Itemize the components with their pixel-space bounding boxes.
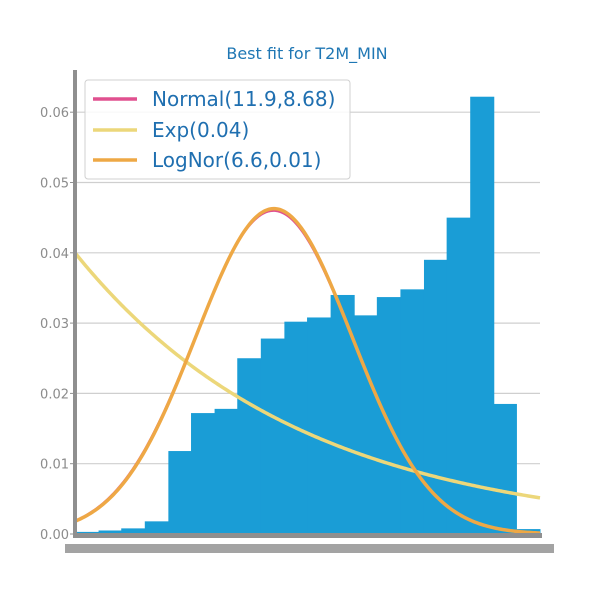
chart-title: Best fit for T2M_MIN xyxy=(226,44,387,64)
y-tick-label: 0.01 xyxy=(40,458,69,473)
legend-label-normal: Normal(11.9,8.68) xyxy=(152,87,335,111)
legend-label-exp: Exp(0.04) xyxy=(152,118,249,142)
y-tick-label: 0.03 xyxy=(40,317,69,332)
histogram-bar xyxy=(75,531,100,534)
y-tick-label: 0.06 xyxy=(40,106,69,121)
histogram-bar xyxy=(98,530,122,534)
legend-label-lognormal: LogNor(6.6,0.01) xyxy=(152,148,321,172)
legend-box xyxy=(84,79,351,180)
x-axis-tick-labels xyxy=(65,544,554,553)
fit-curves xyxy=(73,206,541,535)
histogram-bar xyxy=(214,408,238,534)
y-tick-label: 0.00 xyxy=(40,528,69,543)
axes xyxy=(65,70,554,553)
histogram-bar xyxy=(470,96,495,534)
histogram-bar xyxy=(400,289,425,534)
histogram-bar xyxy=(144,521,169,534)
histogram-bar xyxy=(446,217,471,535)
histogram-bar xyxy=(168,451,192,534)
histogram-bar xyxy=(307,317,332,534)
y-axis-ticks: 0.00 0.01 0.02 0.03 0.04 0.05 0.06 xyxy=(40,106,75,543)
histogram-bar xyxy=(376,297,401,534)
histogram-bar xyxy=(493,403,517,534)
histogram-bar xyxy=(423,259,448,534)
curve-lognormal xyxy=(74,206,541,535)
curve-exponential xyxy=(73,251,541,500)
histogram-bar xyxy=(121,528,146,534)
histogram-bar xyxy=(191,413,216,534)
histogram-bar xyxy=(260,338,285,534)
histogram-bar xyxy=(354,315,378,534)
y-tick-label: 0.02 xyxy=(40,387,69,402)
histogram-bar xyxy=(237,358,262,534)
legend: Normal(11.9,8.68) Exp(0.04) LogNor(6.6,0… xyxy=(84,79,351,180)
y-tick-label: 0.05 xyxy=(40,176,69,191)
y-tick-label: 0.04 xyxy=(40,247,69,262)
